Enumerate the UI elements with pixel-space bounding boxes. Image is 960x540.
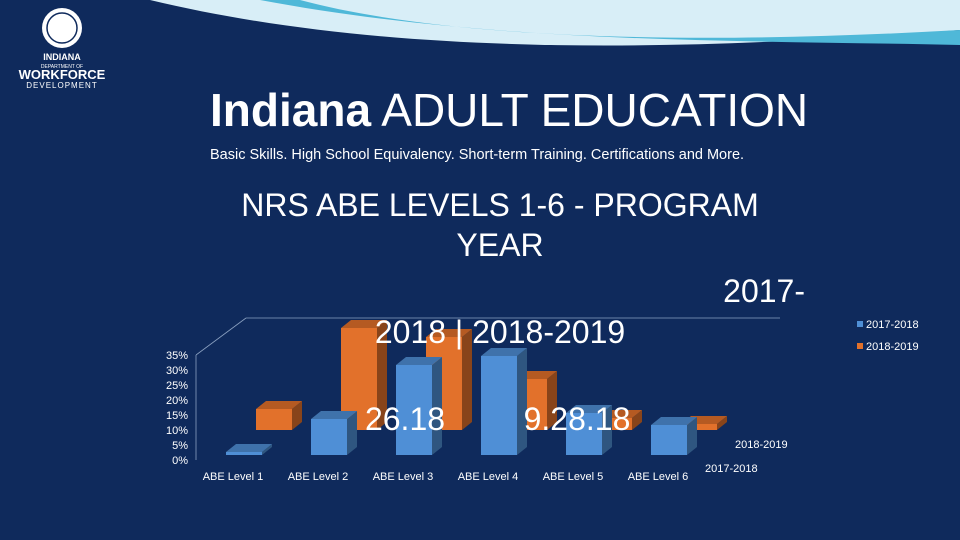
chart-title: 2018 | 2018-2019 bbox=[375, 314, 625, 350]
logo-text: WORKFORCE bbox=[19, 67, 106, 82]
subtitle: Basic Skills. High School Equivalency. S… bbox=[210, 147, 744, 163]
logo-text: INDIANA bbox=[43, 52, 81, 62]
bar-side bbox=[292, 401, 302, 430]
bar bbox=[256, 409, 292, 430]
bar bbox=[481, 356, 517, 455]
x-tick-label: ABE Level 1 bbox=[203, 471, 264, 483]
bar-side bbox=[547, 371, 557, 430]
bar bbox=[226, 452, 262, 455]
bar-side bbox=[347, 411, 357, 455]
bar-top bbox=[226, 444, 272, 452]
bar bbox=[566, 413, 602, 455]
bar-side bbox=[262, 444, 272, 455]
chart-title: 26.18 bbox=[365, 401, 445, 437]
y-tick-label: 5% bbox=[172, 440, 188, 452]
depth-label: 2018-2019 bbox=[735, 439, 788, 451]
swoosh bbox=[150, 0, 960, 46]
bar-top bbox=[426, 329, 472, 337]
legend-label: 2017-2018 bbox=[866, 319, 919, 331]
y-tick-label: 25% bbox=[166, 380, 188, 392]
bar-side bbox=[432, 357, 442, 455]
x-tick-label: ABE Level 5 bbox=[543, 471, 604, 483]
bar-top bbox=[651, 417, 697, 425]
wall-edge bbox=[195, 317, 247, 356]
bar-side bbox=[687, 417, 697, 455]
bar-side bbox=[717, 416, 727, 430]
bar-side bbox=[462, 329, 472, 430]
bar-top bbox=[256, 401, 302, 409]
bar-top bbox=[311, 411, 357, 419]
x-tick-label: ABE Level 6 bbox=[628, 471, 689, 483]
legend-label: 2018-2019 bbox=[866, 341, 919, 353]
y-tick-label: 0% bbox=[172, 455, 188, 467]
x-tick-label: ABE Level 4 bbox=[458, 471, 519, 483]
bar bbox=[396, 365, 432, 455]
depth-label: 2017-2018 bbox=[705, 463, 758, 475]
bar-top bbox=[481, 348, 527, 356]
chart-title: 2017- bbox=[723, 273, 805, 309]
chart-walls bbox=[195, 317, 780, 460]
chart-title: NRS ABE LEVELS 1-6 - PROGRAM bbox=[241, 187, 759, 223]
seal bbox=[42, 8, 82, 48]
bar-top bbox=[396, 357, 442, 365]
logo-text: DEVELOPMENT bbox=[26, 81, 97, 90]
bar-side bbox=[377, 320, 387, 430]
y-tick-label: 30% bbox=[166, 365, 188, 377]
bar-top bbox=[566, 405, 612, 413]
chart-title: YEAR bbox=[456, 227, 543, 263]
seal-ring bbox=[46, 12, 78, 44]
logo-text: DEPARTMENT OF bbox=[41, 64, 83, 70]
title-bold: Indiana bbox=[210, 84, 371, 136]
x-tick-label: ABE Level 2 bbox=[288, 471, 349, 483]
bar-side bbox=[632, 410, 642, 430]
x-tick-label: ABE Level 3 bbox=[373, 471, 434, 483]
chart-title: 9.28.18 bbox=[524, 401, 631, 437]
y-tick-label: 20% bbox=[166, 395, 188, 407]
legend-swatch bbox=[857, 321, 863, 327]
title: Indiana ADULT EDUCATION bbox=[210, 84, 808, 136]
bar bbox=[681, 424, 717, 430]
bar-side bbox=[602, 405, 612, 455]
swoosh bbox=[260, 0, 960, 45]
bar bbox=[311, 419, 347, 455]
bar-side bbox=[517, 348, 527, 455]
y-tick-label: 15% bbox=[166, 410, 188, 422]
bar bbox=[651, 425, 687, 455]
bar-top bbox=[341, 320, 387, 328]
y-tick-label: 35% bbox=[166, 350, 188, 362]
y-tick-label: 10% bbox=[166, 425, 188, 437]
title-rest: ADULT EDUCATION bbox=[381, 84, 808, 136]
legend-swatch bbox=[857, 343, 863, 349]
